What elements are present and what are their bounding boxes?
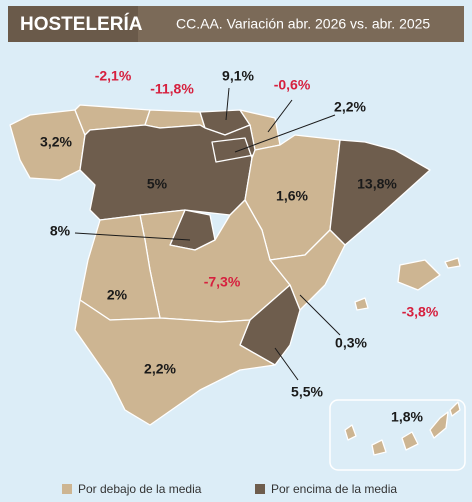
region [449, 401, 461, 417]
region [354, 297, 369, 311]
leader-line [274, 347, 299, 381]
region-label: -3,8% [402, 304, 439, 320]
leader-line [299, 294, 341, 336]
leader-line [234, 114, 336, 153]
leader-lines [74, 87, 341, 381]
legend-label: Por debajo de la media [78, 482, 202, 496]
legend-label: Por encima de la media [271, 482, 397, 496]
region-label: 8% [50, 223, 71, 239]
regions [9, 104, 466, 471]
leader-line [267, 99, 293, 133]
region [344, 424, 357, 441]
region [269, 229, 346, 311]
region [401, 431, 419, 451]
region-label: -0,6% [274, 77, 311, 93]
canarias-inset [329, 399, 466, 471]
region-label: 2% [107, 287, 128, 303]
region [74, 299, 276, 426]
region-label: 1,8% [391, 409, 423, 425]
leader-line [225, 87, 230, 121]
region-label: 2,2% [334, 99, 366, 115]
title: HOSTELERÍA [20, 13, 143, 35]
legend-swatch [62, 484, 72, 494]
region [79, 124, 256, 221]
region-label: 9,1% [222, 68, 254, 84]
region-label: 13,8% [357, 176, 397, 192]
region-label: 5,5% [291, 384, 323, 400]
region [429, 411, 449, 439]
leader-line [74, 232, 191, 241]
legend-swatch [255, 484, 265, 494]
region-label: 3,2% [40, 134, 72, 150]
legend: Por debajo de la media Por encima de la m… [62, 482, 397, 496]
region [397, 259, 441, 291]
region-label: -11,8% [150, 81, 194, 97]
region-label: 1,6% [276, 188, 308, 204]
labels: 3,2% -2,1% -11,8% 9,1% -0,6% 2,2% 5% 1,6% 13,8% 8… [40, 68, 439, 425]
region [371, 439, 387, 456]
header-tab [8, 6, 138, 42]
region-label: -2,1% [95, 68, 132, 84]
region-label: 2,2% [144, 361, 176, 377]
subtitle: CC.AA. Variación abr. 2026 vs. abr. 2025 [176, 16, 430, 32]
region-label: 5% [147, 176, 168, 192]
region-label: -7,3% [204, 274, 241, 290]
region-label: 0,3% [335, 335, 367, 351]
region [444, 257, 461, 269]
